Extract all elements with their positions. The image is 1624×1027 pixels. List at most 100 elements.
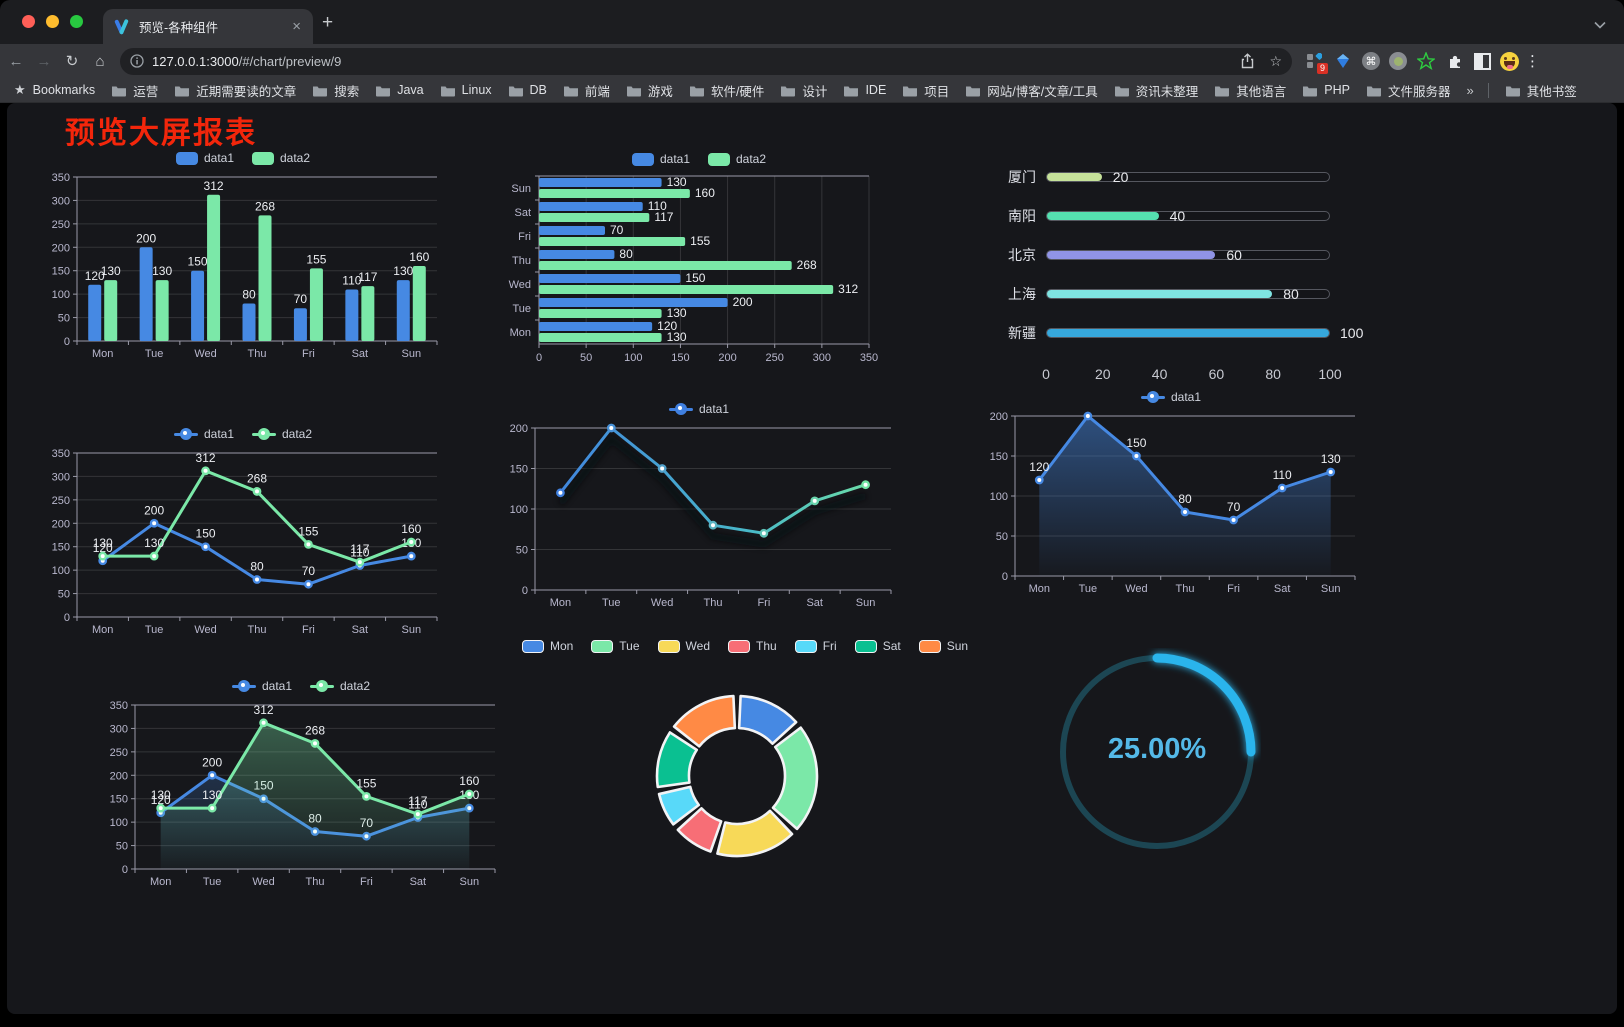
browser-toolbar: ← → ↻ ⌂ 127.0.0.1:3000/#/chart/preview/9… <box>0 44 1624 78</box>
browser-tab[interactable]: 预览-各种组件 × <box>103 9 313 44</box>
legend-item-Wed[interactable]: Wed <box>657 639 710 653</box>
svg-text:Mon: Mon <box>150 876 171 888</box>
svg-text:Sat: Sat <box>514 207 531 219</box>
chart-line-gradient[interactable]: data1 0 50 100 150 200 Mon Tue Wed Thu Fri Sat Sun <box>499 398 899 612</box>
legend-item-data1[interactable]: data1 <box>231 679 292 693</box>
bookmark-folder[interactable]: 软件/硬件 <box>689 81 764 100</box>
extension-star-icon[interactable] <box>1416 51 1436 71</box>
minimize-window-button[interactable] <box>46 15 59 28</box>
legend-item-data1[interactable]: data1 <box>631 152 690 166</box>
chart-line-basic[interactable]: data1 data2 0 50 100 150 200 250 300 350 Mon Tue Wed… <box>41 423 445 639</box>
svg-text:Wed: Wed <box>194 348 216 360</box>
bookmark-folder[interactable]: 近期需要读的文章 <box>174 81 296 100</box>
back-button[interactable]: ← <box>8 52 24 70</box>
svg-text:Wed: Wed <box>1125 583 1147 595</box>
bookmark-folder[interactable]: Java <box>375 83 424 97</box>
bookmark-folder[interactable]: PHP <box>1302 83 1350 97</box>
url-text[interactable]: 127.0.0.1:3000/#/chart/preview/9 <box>152 54 1240 69</box>
address-bar[interactable]: 127.0.0.1:3000/#/chart/preview/9 ☆ <box>120 47 1292 75</box>
progress-label: 新疆 <box>1008 324 1036 341</box>
chart-bar-horizontal[interactable]: data1 data2 0 50 100 150 200 250 300 350 Sun Sat Fri… <box>499 148 899 368</box>
legend-item-Fri[interactable]: Fri <box>794 639 837 653</box>
bookmarks-star-icon[interactable]: ★ <box>14 82 26 97</box>
chart-gauge[interactable]: 25.00% <box>1053 648 1261 856</box>
home-button[interactable]: ⌂ <box>95 52 105 70</box>
chart-progress-bars[interactable]: 厦门 20 南阳 40 北京 60 上海 80 新疆 100 0 20 40 60 80 100 <box>992 155 1364 393</box>
extension-gem-icon[interactable] <box>1333 51 1353 71</box>
extension-dot-icon[interactable] <box>1389 52 1407 70</box>
legend-item-Mon[interactable]: Mon <box>521 639 573 653</box>
svg-text:120: 120 <box>1029 460 1049 474</box>
bookmark-folder[interactable]: 搜索 <box>312 81 359 100</box>
bookmark-folder[interactable]: 前端 <box>563 81 610 100</box>
bookmark-folder[interactable]: 其他语言 <box>1214 81 1286 100</box>
fullscreen-window-button[interactable] <box>70 15 83 28</box>
forward-button[interactable]: → <box>36 52 52 70</box>
folder-icon <box>376 86 391 96</box>
chart-bar-grouped[interactable]: data1 data2 0 50 100 150 200 250 300 350 Mon Tue Wed… <box>41 147 445 363</box>
legend-item-data2[interactable]: data2 <box>708 152 766 166</box>
bookmark-folder[interactable]: 网站/博客/文章/工具 <box>965 81 1098 100</box>
legend-item-data1[interactable]: data1 <box>173 427 234 441</box>
bookmark-folder[interactable]: 游戏 <box>626 81 673 100</box>
legend-item-data1[interactable]: data1 <box>175 151 234 165</box>
bookmark-folder[interactable]: 运营 <box>111 81 158 100</box>
progress-track <box>1046 210 1330 221</box>
svg-text:200: 200 <box>1078 408 1098 410</box>
new-tab-button[interactable]: + <box>322 12 334 33</box>
legend-item-data1[interactable]: data1 <box>1140 390 1201 404</box>
legend-item-data2[interactable]: data2 <box>310 679 370 693</box>
chart-donut[interactable]: Mon Tue Wed Thu Fri Sat Sun <box>521 635 968 887</box>
other-bookmarks-folder[interactable]: 其他书签 <box>1505 81 1577 100</box>
svg-text:268: 268 <box>247 471 267 485</box>
legend-item-Sun[interactable]: Sun <box>918 639 968 653</box>
svg-text:Sat: Sat <box>806 597 823 609</box>
svg-text:100: 100 <box>110 817 128 829</box>
chart-line-two-areas[interactable]: data1 data2 0 50 100 150 200 250 300 350 Mon Tue Wed… <box>99 675 503 891</box>
tab-close-icon[interactable]: × <box>292 18 301 35</box>
svg-text:Sun: Sun <box>856 597 876 609</box>
bookmark-folder[interactable]: IDE <box>843 83 886 97</box>
bookmark-folder[interactable]: DB <box>508 83 547 97</box>
bookmark-folder[interactable]: 设计 <box>780 81 827 100</box>
legend-item-Sat[interactable]: Sat <box>854 639 901 653</box>
extension-puzzle-icon[interactable] <box>1445 51 1465 71</box>
legend-item-data1[interactable]: data1 <box>668 402 729 416</box>
svg-text:150: 150 <box>110 794 128 806</box>
reload-button[interactable]: ↻ <box>65 53 79 70</box>
legend-item-data2[interactable]: data2 <box>252 151 310 165</box>
svg-text:155: 155 <box>356 776 376 790</box>
legend-item-Tue[interactable]: Tue <box>591 639 640 653</box>
extension-command-icon[interactable]: ⌘ <box>1362 52 1380 70</box>
bookmark-folder[interactable]: 资讯未整理 <box>1114 81 1198 100</box>
close-window-button[interactable] <box>22 15 35 28</box>
folder-icon <box>112 86 127 96</box>
bookmark-star-icon[interactable]: ☆ <box>1269 52 1282 69</box>
tab-strip: 预览-各种组件 × + <box>0 0 1624 44</box>
svg-text:130: 130 <box>667 175 687 189</box>
progress-label: 南阳 <box>1008 207 1036 224</box>
legend-swatch <box>918 639 941 653</box>
share-icon[interactable] <box>1240 53 1255 69</box>
extension-reader-icon[interactable] <box>1474 52 1491 70</box>
bookmark-folder[interactable]: 文件服务器 <box>1366 81 1450 100</box>
bookmarks-overflow-chevron[interactable]: » <box>1466 82 1474 98</box>
svg-text:268: 268 <box>305 723 325 737</box>
legend-item-Thu[interactable]: Thu <box>728 639 777 653</box>
svg-text:Sun: Sun <box>511 183 531 195</box>
bookmark-folder[interactable]: 项目 <box>902 81 949 100</box>
svg-text:50: 50 <box>58 313 70 325</box>
extension-grid-icon[interactable]: 9 <box>1304 51 1328 74</box>
bookmark-folder[interactable]: Linux <box>440 83 492 97</box>
extension-emoji-icon[interactable] <box>1500 51 1519 71</box>
extensions-row: 9 ⌘ <box>1304 51 1519 74</box>
svg-text:50: 50 <box>116 841 128 853</box>
bookmarks-label[interactable]: Bookmarks <box>32 83 96 97</box>
browser-menu-button[interactable]: ⋮ <box>1525 53 1540 70</box>
site-info-icon[interactable] <box>130 54 144 68</box>
svg-text:Fri: Fri <box>360 876 373 888</box>
progress-fill <box>1047 250 1216 259</box>
legend-item-data2[interactable]: data2 <box>252 427 312 441</box>
chart-line-area[interactable]: data1 0 50 100 150 200 Mon Tue Wed Thu Fri Sat Sun 12… <box>979 386 1363 598</box>
tab-overview-chevron-icon[interactable] <box>1594 16 1606 34</box>
